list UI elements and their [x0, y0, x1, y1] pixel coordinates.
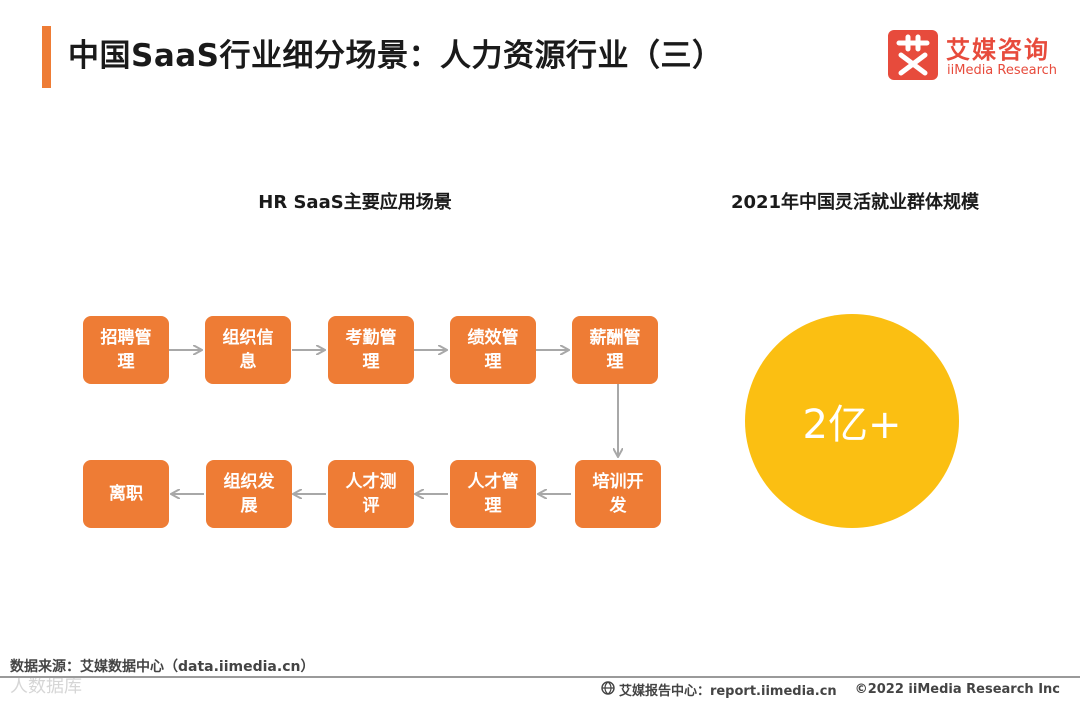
- node-recruitment: 招聘管理: [83, 316, 169, 384]
- employment-scale-circle: 2亿+: [745, 314, 959, 528]
- report-center: 艾媒报告中心：report.iimedia.cn: [618, 684, 837, 699]
- node-talent-management: 人才管理: [450, 460, 536, 528]
- node-training: 培训开发: [575, 460, 661, 528]
- globe-icon: [601, 680, 615, 699]
- flexible-employment-title: 2021年中国灵活就业群体规模: [730, 192, 980, 213]
- page-title: 中国SaaS行业细分场景：人力资源行业（三）: [68, 38, 724, 74]
- footer-info: 艾媒报告中心：report.iimedia.cn ©2022 iiMedia R…: [601, 680, 1060, 699]
- node-talent-assessment: 人才测评: [328, 460, 414, 528]
- node-attendance: 考勤管理: [328, 316, 414, 384]
- data-source: 数据来源：艾媒数据中心（data.iimedia.cn）: [10, 659, 315, 675]
- logo-text-en: iiMedia Research: [947, 63, 1058, 78]
- copyright: ©2022 iiMedia Research Inc: [854, 682, 1060, 697]
- title-accent-bar: [42, 26, 51, 88]
- hr-scenarios-title: HR SaaS主要应用场景: [258, 192, 452, 213]
- node-org-development: 组织发展: [206, 460, 292, 528]
- watermark: 人数据库: [10, 676, 82, 697]
- node-performance: 绩效管理: [450, 316, 536, 384]
- brand-logo: 艾媒咨询 iiMedia Research: [888, 30, 1063, 82]
- logo-mark-icon: [888, 30, 938, 80]
- node-payroll: 薪酬管理: [572, 316, 658, 384]
- node-org-info: 组织信息: [205, 316, 291, 384]
- node-resignation: 离职: [83, 460, 169, 528]
- logo-text-cn: 艾媒咨询: [946, 36, 1050, 64]
- employment-scale-value: 2亿+: [802, 402, 902, 448]
- footer-divider: [0, 676, 1080, 678]
